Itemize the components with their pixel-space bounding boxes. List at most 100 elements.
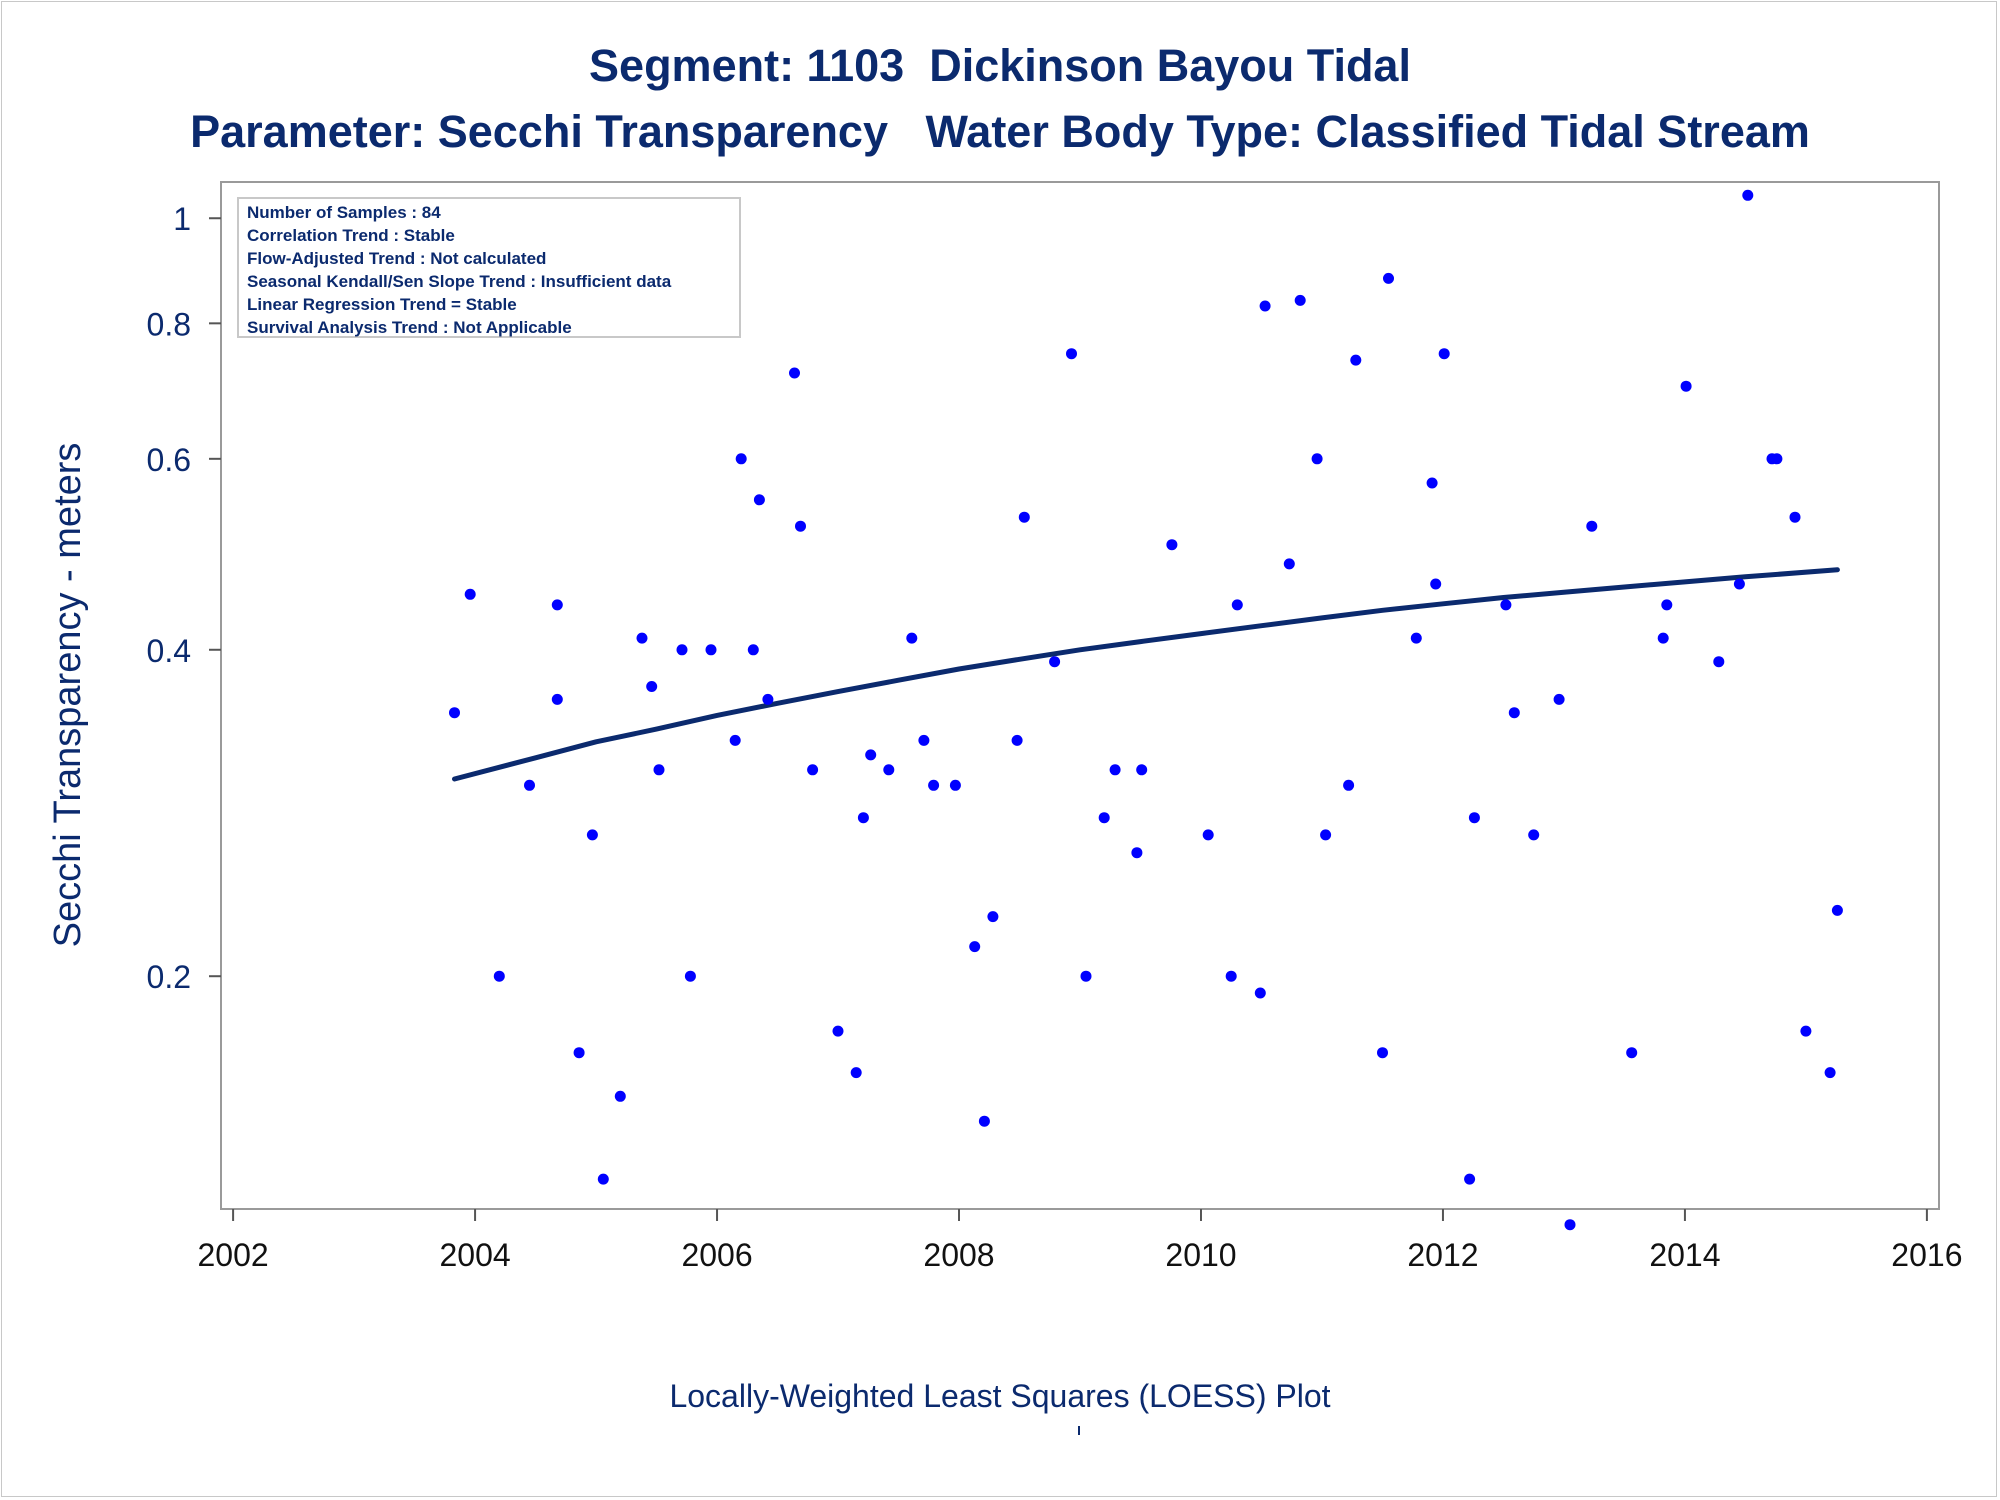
data-point: [987, 911, 999, 923]
data-point: [978, 1115, 990, 1127]
data-point: [705, 644, 717, 656]
x-tick-label: 2012: [1407, 1237, 1478, 1273]
y-axis: 0.2 0.4 0.6 0.8 1: [147, 201, 221, 995]
data-point: [1564, 1219, 1576, 1231]
data-point: [676, 644, 688, 656]
data-point: [918, 734, 930, 746]
y-tick-label: 0.6: [147, 442, 191, 478]
y-tick-label: 0.4: [147, 633, 191, 669]
stat-samples: Number of Samples : 84: [247, 203, 441, 222]
x-tick-label: 2002: [198, 1237, 269, 1273]
data-point: [493, 970, 505, 982]
data-point: [832, 1025, 844, 1037]
data-point: [747, 644, 759, 656]
data-point: [1202, 829, 1214, 841]
data-point: [729, 734, 741, 746]
data-point: [573, 1047, 585, 1059]
data-points-layer: [449, 189, 1843, 1231]
loess-trend-line: [452, 567, 1840, 782]
y-tick-label: 0.2: [147, 959, 191, 995]
data-point: [1231, 599, 1243, 611]
data-point: [1553, 693, 1565, 705]
data-point: [1824, 1067, 1836, 1079]
data-point: [1131, 847, 1143, 859]
x-tick-label: 2010: [1165, 1237, 1236, 1273]
data-point: [1733, 578, 1745, 590]
y-tick-label: 0.8: [147, 306, 191, 342]
stat-flow-adjusted-trend: Flow-Adjusted Trend : Not calculated: [247, 249, 547, 268]
chart-title: Segment: 1103 Dickinson Bayou Tidal: [589, 40, 1411, 91]
data-point: [1166, 539, 1178, 551]
y-axis-label: Secchi Transparency - meters: [47, 443, 89, 948]
data-point: [1626, 1047, 1638, 1059]
data-point: [865, 749, 877, 761]
x-tick-label: 2008: [923, 1237, 994, 1273]
data-point: [524, 779, 535, 791]
data-point: [1320, 829, 1332, 841]
plot-footnote: Locally-Weighted Least Squares (LOESS) P…: [669, 1378, 1331, 1414]
data-point: [653, 764, 665, 776]
trend-stats-box: Number of Samples : 84 Correlation Trend…: [237, 197, 741, 338]
data-point: [1771, 453, 1783, 465]
data-point: [449, 707, 460, 719]
plot-area: [220, 181, 1940, 1210]
footnote-tick-mark: [1078, 1426, 1080, 1435]
data-point: [1377, 1047, 1388, 1059]
data-point: [928, 779, 940, 791]
data-point: [969, 941, 981, 953]
data-point: [1468, 812, 1480, 824]
data-point: [1098, 812, 1110, 824]
data-point: [735, 453, 747, 465]
data-point: [1066, 348, 1077, 360]
data-point: [883, 764, 895, 776]
stat-linear-regression-trend: Linear Regression Trend = Stable: [247, 295, 517, 314]
data-point: [586, 829, 598, 841]
data-point: [1528, 829, 1540, 841]
data-point: [1225, 970, 1237, 982]
data-point: [1343, 779, 1355, 791]
data-point: [1259, 300, 1271, 312]
data-point: [464, 588, 476, 600]
data-point: [1438, 348, 1450, 360]
data-point: [1661, 599, 1673, 611]
data-point: [1831, 904, 1843, 916]
data-point: [906, 632, 918, 644]
loess-trend-layer: [452, 567, 1840, 782]
data-point: [795, 520, 806, 532]
data-point: [636, 632, 648, 644]
data-point: [1426, 477, 1438, 489]
stat-seasonal-kendall-trend: Seasonal Kendall/Sen Slope Trend : Insuf…: [247, 272, 672, 291]
data-point: [857, 812, 869, 824]
data-point: [646, 681, 658, 692]
data-point: [1383, 272, 1394, 284]
x-tick-label: 2016: [1891, 1237, 1962, 1273]
data-point: [1311, 453, 1323, 465]
data-point: [1294, 294, 1306, 306]
x-tick-label: 2004: [439, 1237, 510, 1273]
data-point: [1018, 511, 1030, 523]
data-point: [1680, 380, 1692, 392]
data-point: [789, 367, 800, 379]
y-tick-label: 1: [173, 201, 191, 237]
data-point: [1254, 987, 1266, 999]
data-point: [1742, 189, 1754, 201]
data-point: [1410, 632, 1422, 644]
data-point: [1080, 970, 1092, 982]
data-point: [807, 764, 819, 776]
x-tick-label: 2014: [1649, 1237, 1720, 1273]
data-point: [684, 970, 696, 982]
data-point: [1508, 707, 1520, 719]
data-point: [614, 1090, 626, 1102]
data-point: [1586, 520, 1598, 532]
stat-survival-analysis-trend: Survival Analysis Trend : Not Applicable: [247, 318, 572, 337]
data-point: [1657, 632, 1669, 644]
data-point: [1500, 599, 1512, 611]
data-point: [1049, 656, 1061, 668]
data-point: [762, 693, 774, 705]
data-point: [1464, 1173, 1476, 1185]
x-axis: 2002 2004 2006 2008 2010 2012 2014 2016: [198, 1209, 1962, 1273]
data-point: [597, 1173, 609, 1185]
data-point: [551, 599, 563, 611]
